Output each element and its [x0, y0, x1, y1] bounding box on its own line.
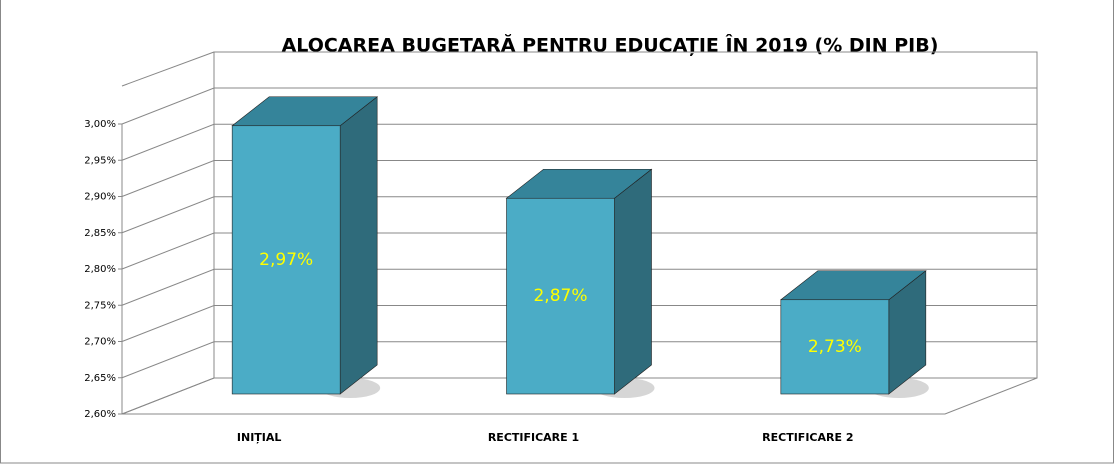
bar	[506, 197, 615, 395]
y-tick-label: 2,85%	[84, 228, 116, 239]
bar-side	[614, 168, 652, 395]
grid-line	[121, 232, 1037, 270]
grid-line	[121, 160, 1037, 197]
grid-line	[121, 87, 1037, 125]
y-tick-label: 2,75%	[84, 300, 116, 311]
value-label: 2,87%	[533, 286, 587, 306]
grid-line	[121, 196, 1037, 234]
bar-side	[339, 96, 378, 395]
grid-line	[121, 305, 1037, 342]
y-tick-label: 2,80%	[84, 264, 116, 275]
y-tick-label: 2,60%	[84, 409, 116, 420]
grid-line	[121, 268, 1037, 306]
value-label: 2,73%	[808, 337, 862, 357]
x-tick-label: INIȚIAL	[237, 431, 282, 444]
y-tick-label: 2,65%	[84, 373, 116, 384]
y-tick-label: 2,70%	[84, 337, 116, 348]
chart-title: ALOCAREA BUGETARĂ PENTRU EDUCAȚIE ÎN 201…	[282, 33, 939, 57]
grid-line	[121, 377, 1037, 415]
y-tick-label: 2,90%	[84, 192, 116, 203]
value-label: 2,97%	[259, 250, 313, 270]
grid-line	[121, 123, 1037, 161]
x-tick-label: RECTIFICARE 1	[488, 431, 579, 444]
bar	[231, 125, 341, 395]
bar	[780, 299, 890, 395]
grid-line	[121, 341, 1037, 379]
y-tick-label: 3,00%	[84, 119, 116, 130]
side-wall-edge	[121, 51, 215, 87]
x-tick-label: RECTIFICARE 2	[762, 431, 853, 444]
y-tick-label: 2,95%	[84, 155, 116, 166]
